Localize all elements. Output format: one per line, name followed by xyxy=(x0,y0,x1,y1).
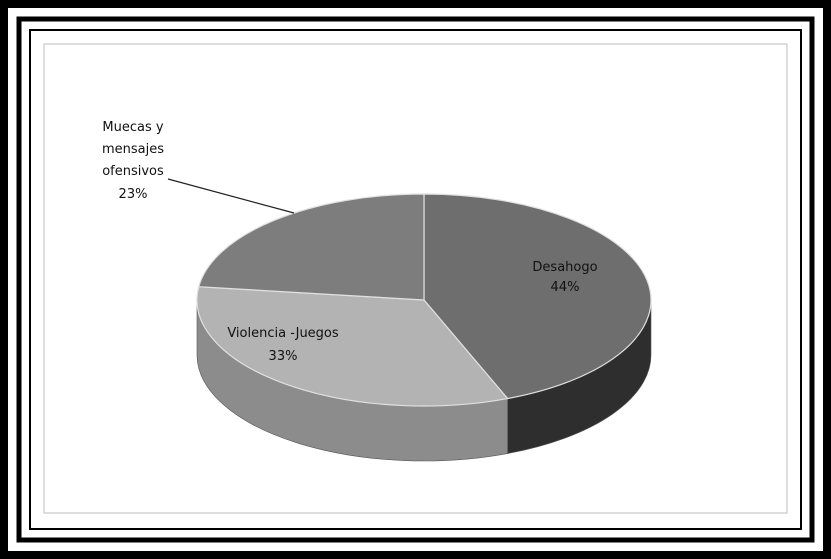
slice-desahogo xyxy=(423,193,652,400)
slice-label-muecas-line2: mensajes xyxy=(102,142,164,157)
slice-label-muecas-line3: ofensivos xyxy=(102,164,164,179)
slice-value-violencia: 33% xyxy=(269,349,298,364)
data-label-desahogo: Desahogo 44% xyxy=(532,260,597,295)
slice-muecas xyxy=(198,193,425,301)
leader-line xyxy=(167,178,295,214)
data-label-violencia: Violencia -Juegos 33% xyxy=(227,326,339,364)
slice-value-muecas: 23% xyxy=(119,187,148,202)
pie-slices xyxy=(196,193,652,462)
data-label-muecas: Muecas y mensajes ofensivos 23% xyxy=(102,120,164,202)
middle-border xyxy=(16,16,815,543)
slice-value-desahogo: 44% xyxy=(551,280,580,295)
slice-label-muecas-line1: Muecas y xyxy=(102,120,163,135)
slice-violencia xyxy=(196,286,509,407)
inner-border xyxy=(29,29,802,530)
slice-label-desahogo: Desahogo xyxy=(532,260,597,275)
slice-label-violencia: Violencia -Juegos xyxy=(227,326,339,341)
